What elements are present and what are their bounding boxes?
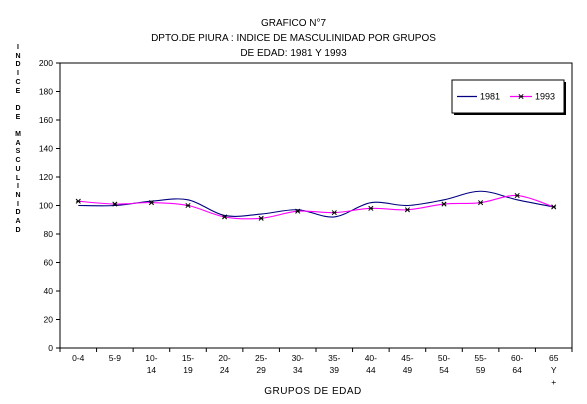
x-tick-label: 25- xyxy=(255,353,267,363)
data-point-1993 xyxy=(295,208,301,214)
x-tick-label: 24 xyxy=(220,365,230,375)
data-point-1993 xyxy=(75,198,81,204)
chart-title-line-3: DE EDAD: 1981 Y 1993 xyxy=(240,48,347,59)
y-tick-label: 0 xyxy=(48,343,53,353)
y-tick-label: 40 xyxy=(44,286,54,296)
legend-shadow xyxy=(454,113,566,115)
data-point-1993 xyxy=(404,207,410,213)
x-tick-label: 40- xyxy=(365,353,377,363)
data-point-1993 xyxy=(514,192,520,199)
y-tick-label: 100 xyxy=(39,201,53,211)
x-tick-label: + xyxy=(551,377,556,387)
chart-title-line-2: DPTO.DE PIURA : INDICE DE MASCULINIDAD P… xyxy=(151,33,436,44)
data-point-1993 xyxy=(222,214,228,220)
legend-label-1993: 1993 xyxy=(535,92,555,102)
x-tick-label: 34 xyxy=(293,365,303,375)
data-point-1993 xyxy=(551,204,557,210)
x-tick-label: 49 xyxy=(403,365,413,375)
x-tick-label: 10- xyxy=(145,353,157,363)
x-tick-label: 29 xyxy=(256,365,266,375)
x-tick-label: 15- xyxy=(182,353,194,363)
series-line-1981 xyxy=(78,190,554,218)
y-tick-label: 200 xyxy=(39,58,53,68)
data-point-1993 xyxy=(258,215,264,221)
y-tick-label: 140 xyxy=(39,144,53,154)
x-tick-label: 35- xyxy=(328,353,340,363)
chart-title-line-1: GRAFICO N°7 xyxy=(260,18,327,29)
x-tick-label: 64 xyxy=(512,365,522,375)
x-tick-label: 19 xyxy=(183,365,193,375)
legend-marker-1993 xyxy=(518,93,524,100)
x-tick-label: 20- xyxy=(218,353,230,363)
data-point-1993 xyxy=(185,202,191,209)
x-tick-label: Y xyxy=(551,365,557,375)
legend-label-1981: 1981 xyxy=(480,92,500,102)
y-tick-label: 20 xyxy=(44,315,54,325)
x-tick-label: 5-9 xyxy=(109,353,122,363)
y-axis-label: I N D I C E D E M A S C U L I N I D A D xyxy=(15,44,21,234)
x-tick-label: 14 xyxy=(147,365,157,375)
y-tick-label: 60 xyxy=(44,258,54,268)
x-tick-label: 0-4 xyxy=(72,353,85,363)
x-tick-label: 50- xyxy=(438,353,450,363)
x-axis-label: GRUPOS DE EDAD xyxy=(264,386,362,397)
series-line-1993 xyxy=(78,194,554,220)
data-point-1993 xyxy=(112,201,118,207)
data-point-1993 xyxy=(331,210,337,216)
x-tick-label: 60- xyxy=(511,353,523,363)
x-tick-label: 59 xyxy=(476,365,486,375)
x-tick-label: 65 xyxy=(549,353,559,363)
data-point-1993 xyxy=(441,201,447,207)
x-tick-label: 45- xyxy=(401,353,413,363)
legend-shadow xyxy=(564,82,566,115)
data-point-1993 xyxy=(478,200,484,206)
x-tick-label: 30- xyxy=(292,353,304,363)
x-tick-label: 54 xyxy=(439,365,449,375)
data-point-1993 xyxy=(368,205,374,211)
x-tick-label: 39 xyxy=(330,365,340,375)
data-point-1993 xyxy=(148,200,154,206)
y-tick-label: 120 xyxy=(39,172,53,182)
y-tick-label: 160 xyxy=(39,115,53,125)
y-tick-label: 180 xyxy=(39,87,53,97)
x-tick-label: 44 xyxy=(366,365,376,375)
y-tick-label: 80 xyxy=(44,229,54,239)
x-tick-label: 55- xyxy=(474,353,486,363)
